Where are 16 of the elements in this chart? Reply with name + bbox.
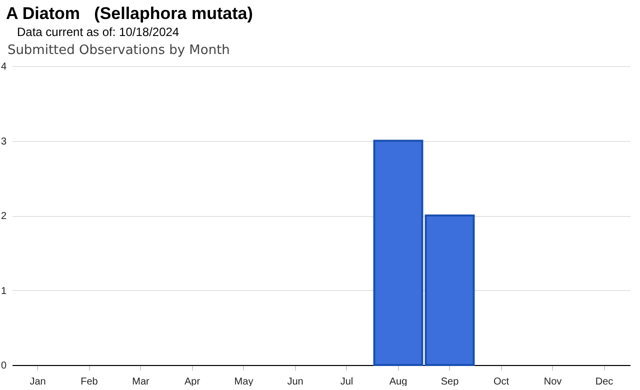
chart-subtitle: Data current as of: 10/18/2024: [17, 25, 180, 39]
y-tick-label: 4: [0, 62, 7, 72]
x-tick-label: Feb: [80, 376, 98, 388]
y-tick-label: 0: [0, 360, 7, 372]
chart-title: A Diatom (Sellaphora mutata): [6, 4, 253, 24]
x-tick-label: Dec: [595, 376, 614, 388]
text: Submitted Observations by Month: [7, 43, 230, 58]
x-tick-label: Jan: [30, 376, 46, 388]
x-tick-label: Oct: [493, 376, 510, 388]
x-tick-label: Jul: [340, 376, 354, 388]
x-tick-label: Nov: [544, 376, 562, 388]
y-tick-label: 3: [0, 136, 7, 148]
y-tick-label: 1: [0, 286, 7, 297]
x-tick-label: Mar: [132, 376, 150, 388]
y-tick-label: 2: [0, 211, 7, 222]
x-tick-label: Jun: [287, 376, 304, 388]
